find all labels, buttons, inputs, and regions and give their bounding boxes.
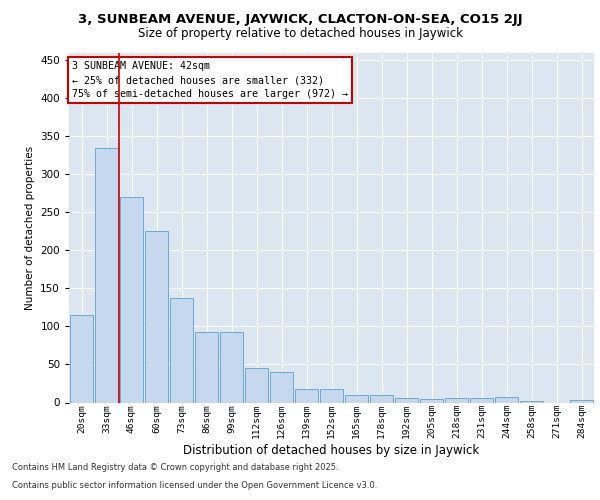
Bar <box>70 315 93 402</box>
Bar <box>420 398 443 402</box>
Bar <box>120 197 143 402</box>
Text: Size of property relative to detached houses in Jaywick: Size of property relative to detached ho… <box>137 28 463 40</box>
Bar <box>345 395 368 402</box>
Bar <box>470 398 493 402</box>
Bar <box>270 372 293 402</box>
Bar <box>95 148 118 402</box>
Y-axis label: Number of detached properties: Number of detached properties <box>25 146 35 310</box>
Bar <box>145 232 168 402</box>
Bar <box>570 400 593 402</box>
Text: 3 SUNBEAM AVENUE: 42sqm
← 25% of detached houses are smaller (332)
75% of semi-d: 3 SUNBEAM AVENUE: 42sqm ← 25% of detache… <box>71 61 347 99</box>
Bar <box>170 298 193 403</box>
Bar <box>245 368 268 402</box>
Text: Contains HM Land Registry data © Crown copyright and database right 2025.: Contains HM Land Registry data © Crown c… <box>12 464 338 472</box>
Bar <box>195 332 218 402</box>
Text: 3, SUNBEAM AVENUE, JAYWICK, CLACTON-ON-SEA, CO15 2JJ: 3, SUNBEAM AVENUE, JAYWICK, CLACTON-ON-S… <box>77 12 523 26</box>
Bar <box>295 389 318 402</box>
Bar <box>320 389 343 402</box>
Text: Contains public sector information licensed under the Open Government Licence v3: Contains public sector information licen… <box>12 481 377 490</box>
Bar <box>520 401 543 402</box>
Bar <box>220 332 243 402</box>
Bar <box>370 395 393 402</box>
Bar <box>395 398 418 402</box>
Bar <box>495 397 518 402</box>
Bar <box>445 398 468 402</box>
X-axis label: Distribution of detached houses by size in Jaywick: Distribution of detached houses by size … <box>184 444 479 457</box>
